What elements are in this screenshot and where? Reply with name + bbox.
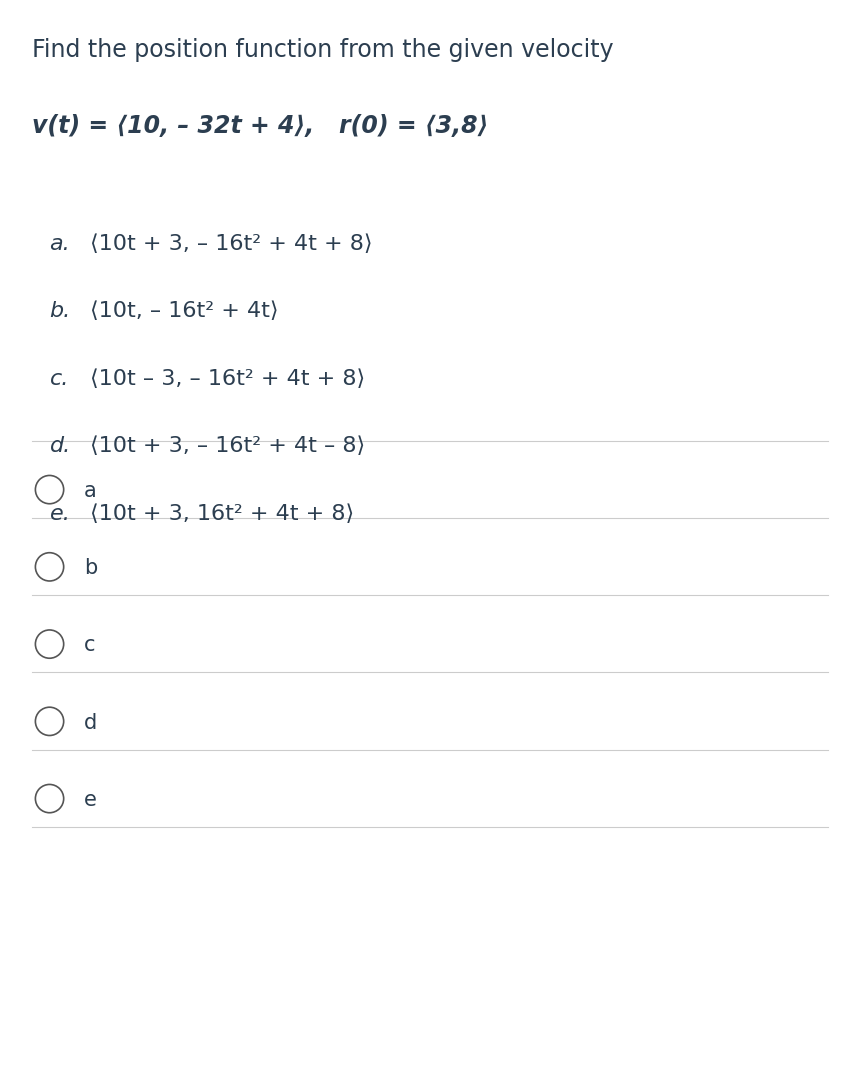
Text: a: a bbox=[84, 481, 96, 500]
Text: a.: a. bbox=[49, 234, 70, 254]
Text: c: c bbox=[84, 635, 95, 655]
Text: d.: d. bbox=[49, 436, 71, 456]
Text: ⟨10t, – 16t² + 4t⟩: ⟨10t, – 16t² + 4t⟩ bbox=[90, 301, 278, 321]
Text: Find the position function from the given velocity: Find the position function from the give… bbox=[32, 38, 613, 62]
Text: b: b bbox=[84, 558, 97, 578]
Text: ⟨10t + 3, – 16t² + 4t + 8⟩: ⟨10t + 3, – 16t² + 4t + 8⟩ bbox=[90, 234, 372, 254]
Text: b.: b. bbox=[49, 301, 71, 321]
Text: ⟨10t + 3, – 16t² + 4t – 8⟩: ⟨10t + 3, – 16t² + 4t – 8⟩ bbox=[90, 436, 364, 456]
Text: e: e bbox=[84, 790, 96, 809]
Text: ⟨10t + 3, 16t² + 4t + 8⟩: ⟨10t + 3, 16t² + 4t + 8⟩ bbox=[90, 504, 353, 523]
Text: c.: c. bbox=[49, 369, 69, 388]
Text: d: d bbox=[84, 713, 97, 732]
Text: e.: e. bbox=[49, 504, 70, 523]
Text: v(t) = ⟨10, – 32t + 4⟩,   r(0) = ⟨3,8⟩: v(t) = ⟨10, – 32t + 4⟩, r(0) = ⟨3,8⟩ bbox=[32, 114, 488, 138]
Text: ⟨10t – 3, – 16t² + 4t + 8⟩: ⟨10t – 3, – 16t² + 4t + 8⟩ bbox=[90, 369, 364, 388]
